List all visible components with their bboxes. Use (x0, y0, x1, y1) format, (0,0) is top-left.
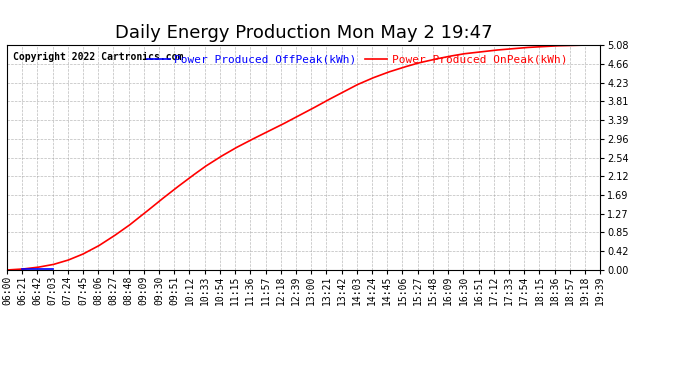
Legend: Power Produced OffPeak(kWh), Power Produced OnPeak(kWh): Power Produced OffPeak(kWh), Power Produ… (143, 51, 572, 69)
Text: Copyright 2022 Cartronics.com: Copyright 2022 Cartronics.com (13, 52, 184, 62)
Title: Daily Energy Production Mon May 2 19:47: Daily Energy Production Mon May 2 19:47 (115, 24, 493, 42)
